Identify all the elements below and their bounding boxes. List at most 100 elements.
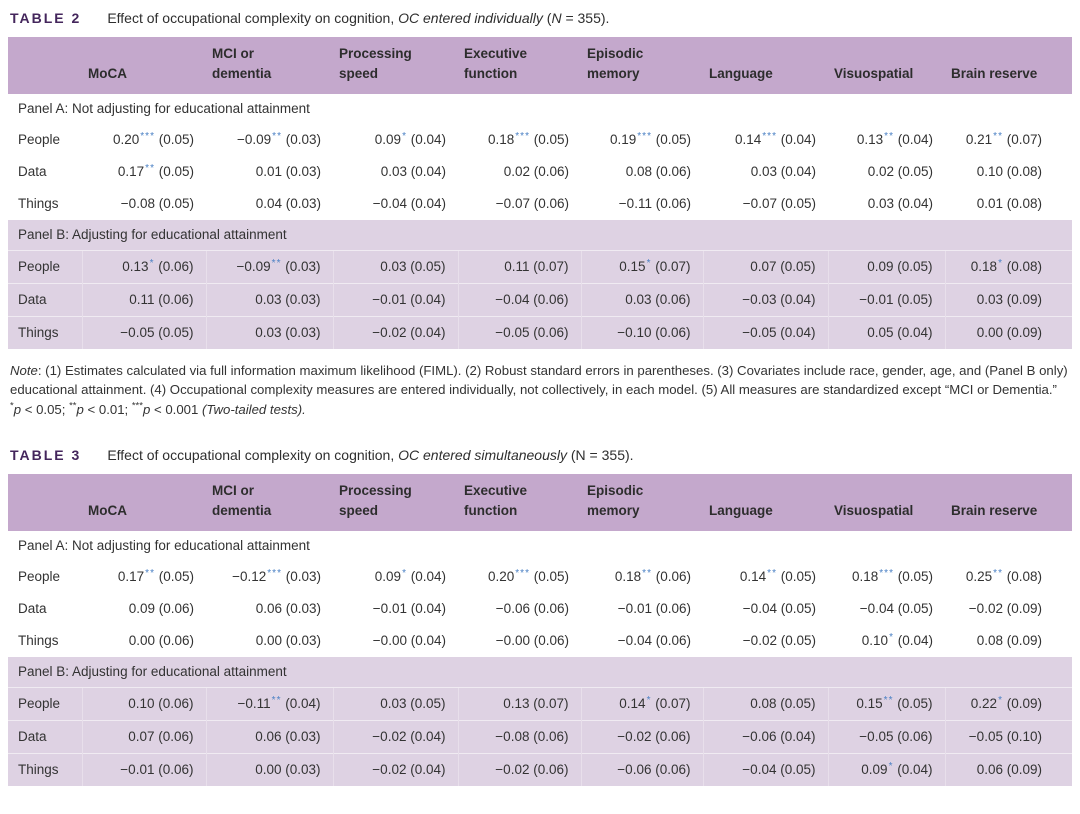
data-cell: 0.09* (0.04) xyxy=(333,561,458,593)
standard-error: (0.07) xyxy=(529,259,569,274)
significance-segment: (Two-tailed tests). xyxy=(202,402,306,418)
significance-stars: *** xyxy=(140,130,155,142)
standard-error: (0.04) xyxy=(406,601,446,617)
data-cell: −0.01 (0.06) xyxy=(81,752,206,786)
data-cell: 0.03 (0.04) xyxy=(828,188,945,220)
standard-error: (0.05) xyxy=(776,633,816,649)
data-cell: −0.05 (0.05) xyxy=(81,315,206,349)
standard-error: (0.08) xyxy=(1002,569,1042,585)
row-label: People xyxy=(18,132,61,147)
data-cell: 0.14** (0.05) xyxy=(703,561,828,593)
significance-segment: *** xyxy=(131,400,143,412)
data-cell: −0.04 (0.06) xyxy=(457,282,581,316)
caption-segment: (N = 355). xyxy=(567,447,634,464)
estimate-value: −0.02 xyxy=(372,762,407,778)
estimate-value: 0.09 xyxy=(861,762,888,778)
data-cell: −0.02 (0.06) xyxy=(580,719,703,754)
estimate-value: −0.02 xyxy=(372,325,407,340)
estimate-value: 0.11 xyxy=(504,259,530,274)
data-cell: −0.04 (0.05) xyxy=(703,593,828,625)
estimate-value: 0.18 xyxy=(852,569,879,585)
estimate-value: 0.01 xyxy=(255,164,282,179)
standard-error: (0.06) xyxy=(893,729,933,745)
standard-error: (0.04) xyxy=(406,729,446,745)
standard-error: (0.04) xyxy=(893,196,933,211)
significance-stars: ** xyxy=(993,130,1003,142)
data-cell: −0.02 (0.04) xyxy=(332,315,458,349)
estimate-value: 0.02 xyxy=(867,164,894,179)
estimate-value: −0.02 xyxy=(617,729,652,745)
estimate-value: −0.09 xyxy=(237,132,272,147)
significance-stars: * xyxy=(149,257,155,269)
page-content: TABLE 2 Effect of occupational complexity… xyxy=(8,10,1072,786)
estimate-value: 0.19 xyxy=(610,132,637,147)
standard-error: (0.06) xyxy=(529,729,569,745)
standard-error: (0.07) xyxy=(651,259,691,274)
estimate-value: −0.05 xyxy=(495,325,530,340)
estimate-value: 0.09 xyxy=(867,259,894,274)
data-cell: −0.00 (0.04) xyxy=(333,625,458,657)
panel-label: Panel B: Adjusting for educational attai… xyxy=(18,664,287,680)
column-header: MCI or dementia xyxy=(212,46,272,82)
standard-error: (0.09) xyxy=(1002,633,1042,649)
data-cell: 0.03 (0.05) xyxy=(332,686,458,721)
standard-error: (0.09) xyxy=(1002,762,1042,778)
estimate-value: −0.05 xyxy=(120,325,155,340)
estimate-value: 0.17 xyxy=(117,164,145,179)
estimate-value: −0.04 xyxy=(859,601,894,617)
estimate-value: 0.21 xyxy=(965,132,993,147)
standard-error: (0.03) xyxy=(281,132,321,147)
table-row: Data 0.09 (0.06) 0.06 (0.03) −0.01 (0.04) −0… xyxy=(8,593,1072,625)
estimate-value: 0.13 xyxy=(122,259,149,274)
standard-error: (0.06) xyxy=(154,601,194,617)
significance-stars: ** xyxy=(145,567,155,579)
row-label: Things xyxy=(18,633,59,649)
panel-label: Panel A: Not adjusting for educational a… xyxy=(18,101,310,116)
data-cell: 0.06 (0.03) xyxy=(206,593,333,625)
column-header: MCI or dementia xyxy=(212,483,272,519)
standard-error: (0.05) xyxy=(154,164,194,179)
row-label: People xyxy=(18,569,61,585)
table-row: Data 0.11 (0.06) 0.03 (0.03) −0.01 (0.04) −0… xyxy=(8,282,1072,316)
table-note: Note: (1) Estimates calculated via full … xyxy=(10,361,1074,400)
estimate-value: −0.01 xyxy=(372,292,407,307)
standard-error: (0.05) xyxy=(776,696,816,712)
standard-error: (0.04) xyxy=(893,633,933,649)
estimate-value: 0.08 xyxy=(976,633,1003,649)
estimate-value: 0.10 xyxy=(976,164,1003,179)
estimate-value: 0.18 xyxy=(970,259,998,274)
significance-stars: * xyxy=(998,694,1003,706)
estimate-value: −0.12 xyxy=(232,569,267,585)
caption-segment: OC entered simultaneously xyxy=(398,447,567,464)
estimate-value: −0.06 xyxy=(495,601,530,617)
data-cell: −0.06 (0.04) xyxy=(702,719,828,754)
estimate-value: 0.15 xyxy=(619,259,646,274)
estimate-value: 0.10 xyxy=(128,696,155,712)
data-cell: 0.18* (0.08) xyxy=(944,249,1072,283)
standard-error: (0.03) xyxy=(281,569,321,585)
estimate-value: −0.04 xyxy=(495,292,530,307)
data-cell: 0.13 (0.07) xyxy=(457,686,581,721)
table-2-block: TABLE 2 Effect of occupational complexity… xyxy=(8,10,1072,417)
data-cell: 0.10 (0.06) xyxy=(81,686,206,721)
standard-error: (0.06) xyxy=(651,601,691,617)
data-cell: 0.15** (0.05) xyxy=(827,686,945,721)
data-cell: −0.06 (0.06) xyxy=(580,752,703,786)
data-cell: −0.07 (0.05) xyxy=(703,188,828,220)
data-cell: 0.10* (0.04) xyxy=(828,625,945,657)
data-cell: 0.00 (0.03) xyxy=(205,752,333,786)
standard-error: (0.04) xyxy=(893,132,933,147)
estimate-value: 0.03 xyxy=(750,164,777,179)
significance-stars: *** xyxy=(879,567,894,579)
standard-error: (0.05) xyxy=(893,292,933,307)
standard-error: (0.06) xyxy=(154,762,194,778)
significance-segment: p xyxy=(13,402,22,418)
standard-error: (0.06) xyxy=(651,633,691,649)
significance-stars: ** xyxy=(271,257,282,269)
standard-error: (0.06) xyxy=(154,292,194,307)
table-row: Things −0.08 (0.05) 0.04 (0.03) −0.04 (0.04… xyxy=(8,188,1072,220)
data-cell: 0.06 (0.09) xyxy=(944,752,1072,786)
data-cell: 0.08 (0.05) xyxy=(702,686,828,721)
standard-error: (0.04) xyxy=(893,762,933,778)
caption-segment: N xyxy=(551,10,562,26)
